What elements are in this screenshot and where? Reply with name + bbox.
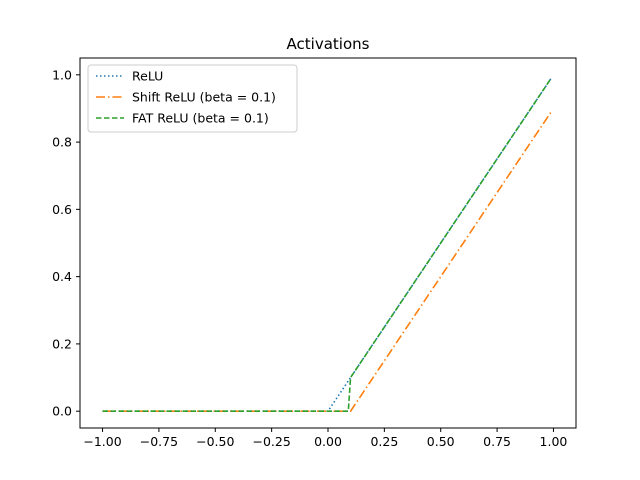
y-tick-label: 0.2: [52, 336, 72, 351]
legend-label-2: FAT ReLU (beta = 0.1): [132, 111, 269, 126]
legend-label-1: Shift ReLU (beta = 0.1): [132, 90, 276, 105]
chart-title: Activations: [287, 35, 370, 53]
x-tick-label: 1.00: [540, 434, 568, 449]
x-tick-label: 0.00: [314, 434, 342, 449]
series-line-2: [102, 77, 552, 412]
x-tick-label: 0.25: [370, 434, 398, 449]
y-axis: 0.0 0.2 0.4 0.6 0.8 1.0: [52, 67, 80, 419]
legend-box: [87, 64, 298, 133]
x-tick-label: −0.75: [140, 434, 178, 449]
x-axis: −1.00 −0.75 −0.50 −0.25 0.00 0.25 0.50 0.75 1.00: [83, 428, 567, 449]
y-tick-label: 0.0: [52, 404, 72, 419]
legend-label-0: ReLU: [132, 69, 163, 84]
y-tick-label: 1.0: [52, 67, 72, 82]
x-tick-label: 0.75: [483, 434, 511, 449]
x-tick-label: −0.25: [252, 434, 290, 449]
series-layer: [102, 77, 552, 412]
x-tick-label: 0.50: [427, 434, 455, 449]
legend: ReLU Shift ReLU (beta = 0.1) FAT ReLU (bet…: [87, 64, 298, 133]
y-tick-label: 0.4: [52, 269, 72, 284]
y-tick-label: 0.8: [52, 135, 72, 150]
x-tick-label: −1.00: [83, 434, 121, 449]
x-tick-label: −0.50: [196, 434, 234, 449]
y-tick-label: 0.6: [52, 202, 72, 217]
